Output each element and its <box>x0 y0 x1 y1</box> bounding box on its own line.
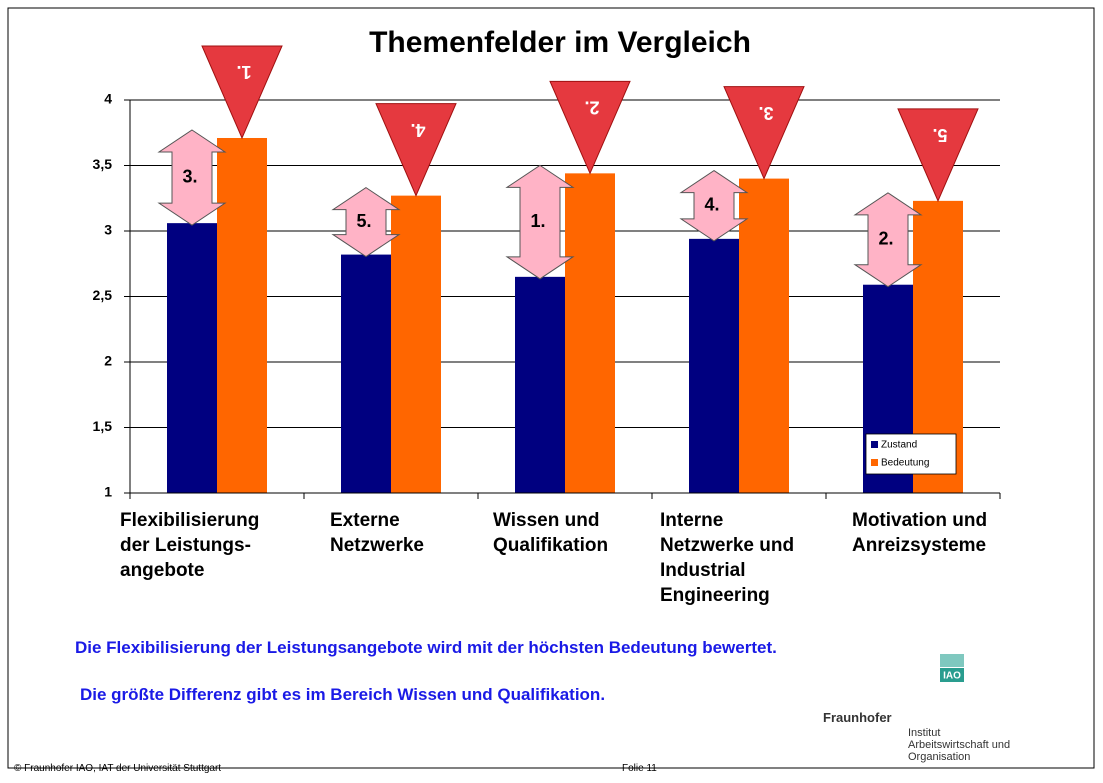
difference-arrow <box>505 164 575 280</box>
note: Die größte Differenz gibt es im Bereich … <box>80 685 606 704</box>
logo-badge-bg <box>940 668 964 682</box>
difference-arrow <box>679 169 749 242</box>
logo-line: Arbeitswirtschaft und <box>908 739 1011 751</box>
y-tick-label: 3 <box>104 222 112 238</box>
slide-border <box>7 7 1095 769</box>
bar <box>391 195 441 493</box>
logo-badge: IAO <box>943 671 961 682</box>
y-tick-label: 4 <box>104 91 112 107</box>
y-tick-label: 1 <box>104 484 112 500</box>
legend-box <box>865 433 957 475</box>
difference-rank: 2. <box>878 229 893 249</box>
copyright: © Fraunhofer IAO, IAT der Universität St… <box>14 763 222 774</box>
bar <box>515 276 565 493</box>
bar <box>167 223 217 493</box>
logo-line: Institut <box>908 727 941 739</box>
y-tick-label: 3,5 <box>93 156 113 172</box>
x-tick-label: Motivation und Anreizsysteme <box>852 510 988 556</box>
x-tick-label: Interne Netzwerke und Industrial Enginee… <box>660 510 795 606</box>
logo-brand: Fraunhofer <box>823 710 892 725</box>
importance-rank: 3. <box>758 103 773 123</box>
legend-swatch <box>871 459 878 466</box>
legend-label: Zustand <box>881 440 917 451</box>
chart-title: Themenfelder im Vergleich <box>369 26 751 59</box>
x-tick-label: Externe Netzwerke <box>330 510 424 556</box>
bar <box>689 238 739 493</box>
importance-rank: 2. <box>584 98 599 118</box>
y-tick-label: 1,5 <box>93 418 113 434</box>
importance-marker <box>201 45 283 140</box>
difference-arrow <box>853 192 923 288</box>
note: Die Flexibilisierung der Leistungsangebo… <box>75 638 777 657</box>
x-tick-label: Wissen und Qualifikation <box>493 510 609 556</box>
bar <box>739 178 789 493</box>
difference-rank: 5. <box>356 211 371 231</box>
importance-rank: 4. <box>410 120 425 140</box>
importance-marker <box>723 86 805 180</box>
y-tick-label: 2 <box>104 353 112 369</box>
y-tick-label: 2,5 <box>93 287 113 303</box>
difference-rank: 3. <box>182 166 197 186</box>
difference-rank: 1. <box>530 211 545 231</box>
importance-marker <box>897 108 979 203</box>
x-tick-label: Flexibilisierung der Leistungs- angebote <box>120 510 260 581</box>
bar <box>217 137 267 494</box>
legend-label: Bedeutung <box>881 458 929 469</box>
bar <box>341 254 391 493</box>
bar <box>565 173 615 494</box>
logo-line: Organisation <box>908 751 971 763</box>
legend-swatch <box>871 441 878 448</box>
importance-rank: 5. <box>932 125 947 145</box>
difference-rank: 4. <box>704 194 719 214</box>
difference-arrow <box>331 187 401 258</box>
importance-marker <box>549 80 631 175</box>
difference-arrow <box>157 129 227 226</box>
logo-grid <box>940 654 964 667</box>
importance-rank: 1. <box>236 62 251 82</box>
folio: Folie 11 <box>622 763 657 774</box>
importance-marker <box>375 103 457 197</box>
